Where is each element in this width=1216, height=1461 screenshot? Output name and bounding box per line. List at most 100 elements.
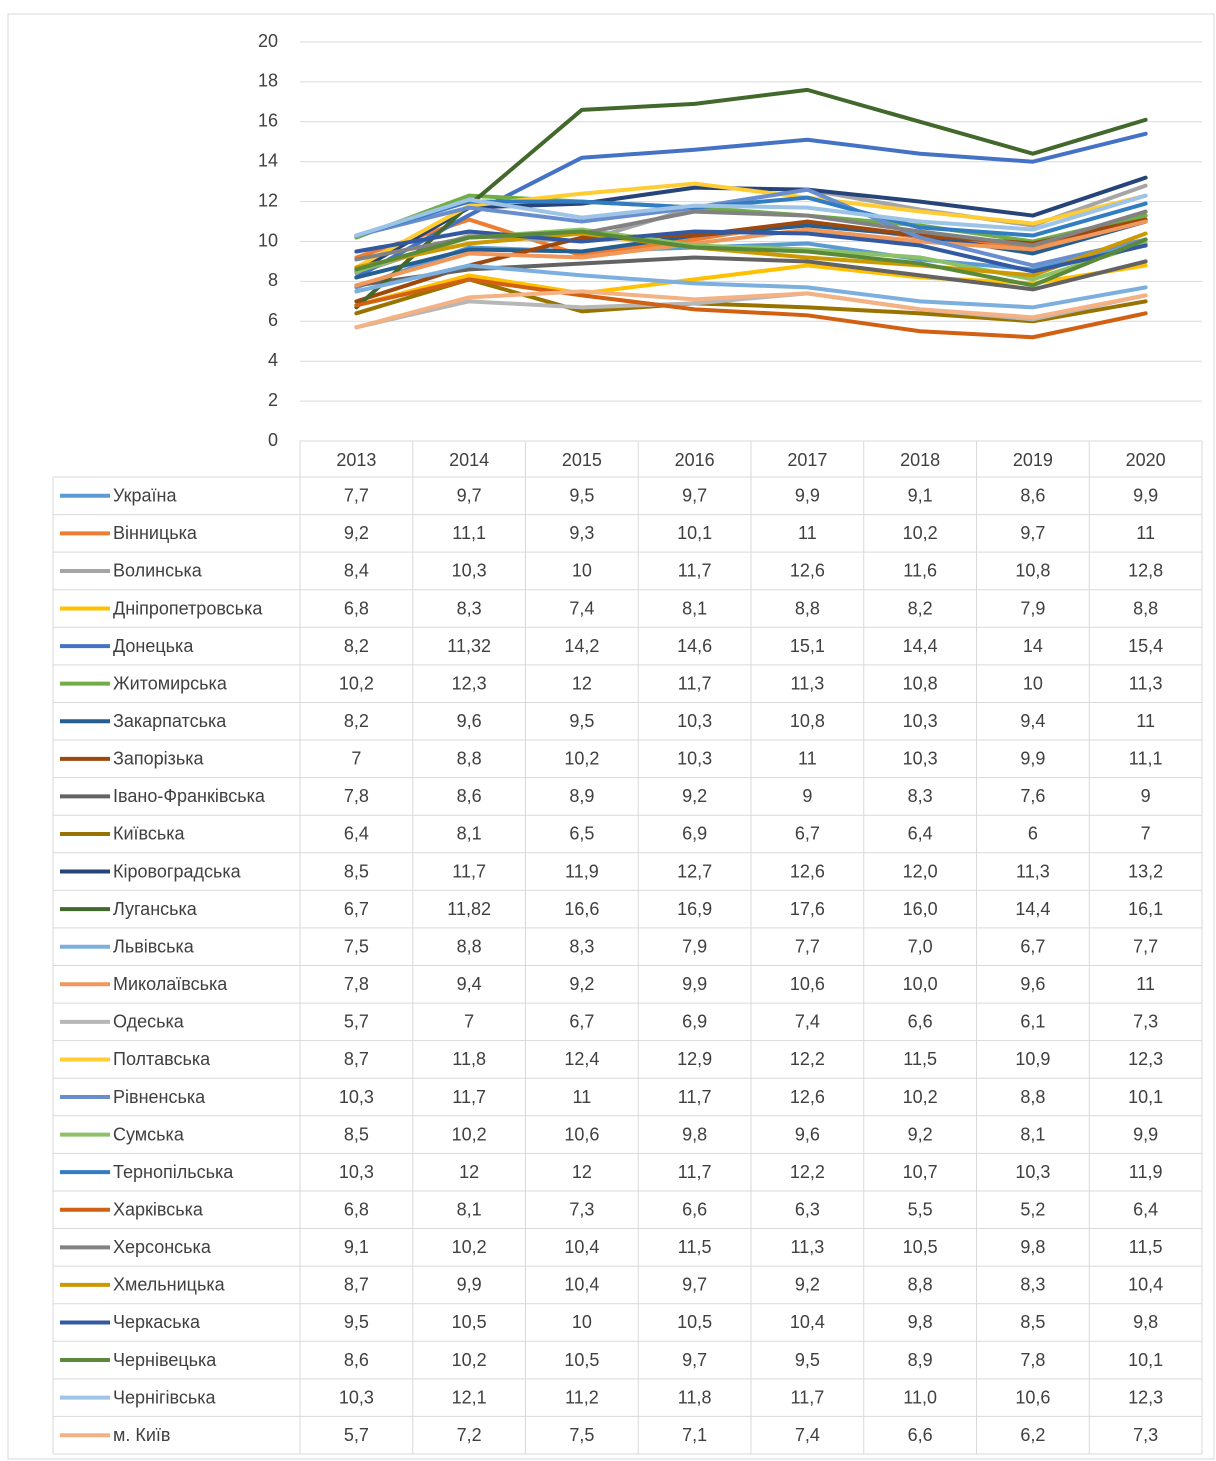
table-cell: 10,3 <box>903 711 938 731</box>
table-cell: 16,6 <box>564 899 599 919</box>
table-cell: 5,2 <box>1020 1200 1045 1220</box>
table-cell: 8,3 <box>569 936 594 956</box>
table-cell: 10,0 <box>903 974 938 994</box>
table-cell: 10,4 <box>564 1237 599 1257</box>
table-cell: 9,7 <box>1020 523 1045 543</box>
table-cell: 7,0 <box>908 936 933 956</box>
table-cell: 12,2 <box>790 1049 825 1069</box>
table-cell: 12 <box>572 673 592 693</box>
table-cell: 9,2 <box>682 786 707 806</box>
table-cell: 7,1 <box>682 1425 707 1445</box>
series-line <box>354 277 1148 324</box>
table-cell: 10,4 <box>1128 1275 1163 1295</box>
table-cell: 10,5 <box>452 1312 487 1332</box>
table-cell: 9,5 <box>795 1350 820 1370</box>
table-cell: 11,7 <box>678 561 712 581</box>
table-cell: 7,4 <box>569 598 594 618</box>
table-cell: 14,2 <box>564 636 599 656</box>
table-cell: 8,1 <box>457 824 482 844</box>
table-cell: 7,4 <box>795 1012 820 1032</box>
legend-label: Кіровоградська <box>113 861 242 881</box>
table-cell: 8,6 <box>457 786 482 806</box>
series-line <box>354 231 1148 278</box>
table-cell: 9,7 <box>457 486 482 506</box>
table-cell: 10,3 <box>339 1387 374 1407</box>
table-cell: 9,8 <box>908 1312 933 1332</box>
table-cell: 10,1 <box>1128 1087 1163 1107</box>
table-cell: 10,2 <box>903 523 938 543</box>
table-cell: 10,1 <box>677 523 712 543</box>
table-cell: 9,5 <box>569 711 594 731</box>
table-cell: 8,5 <box>344 861 369 881</box>
table-cell: 8,8 <box>795 598 820 618</box>
table-cell: 10,5 <box>903 1237 938 1257</box>
table-cell: 12,6 <box>790 861 825 881</box>
legend-label: Закарпатська <box>113 711 227 731</box>
table-cell: 12,9 <box>677 1049 712 1069</box>
table-cell: 12,8 <box>1128 561 1163 581</box>
table-cell: 10,2 <box>903 1087 938 1107</box>
table-cell: 15,4 <box>1128 636 1163 656</box>
table-cell: 12 <box>459 1162 479 1182</box>
table-cell: 10,3 <box>339 1087 374 1107</box>
table-cell: 9,7 <box>682 1350 707 1370</box>
table-cell: 10,1 <box>1128 1350 1163 1370</box>
table-cell: 11,2 <box>565 1387 599 1407</box>
table-cell: 12,6 <box>790 561 825 581</box>
table-cell: 7,3 <box>1133 1425 1158 1445</box>
table-cell: 11,82 <box>447 899 491 919</box>
table-cell: 11,3 <box>1129 673 1163 693</box>
table-cell: 12,6 <box>790 1087 825 1107</box>
table-cell: 9,7 <box>682 486 707 506</box>
table-cell: 11,7 <box>678 1162 712 1182</box>
table-cell: 12 <box>572 1162 592 1182</box>
table-cell: 8,1 <box>682 598 707 618</box>
table-cell: 7 <box>1141 824 1151 844</box>
table-cell: 9,9 <box>795 486 820 506</box>
y-tick-label: 20 <box>258 31 278 51</box>
table-cell: 11,7 <box>678 1087 712 1107</box>
table-cell: 10,9 <box>1015 1049 1050 1069</box>
table-cell: 11,7 <box>791 1387 825 1407</box>
table-cell: 10,3 <box>903 749 938 769</box>
table-cell: 9,9 <box>1020 749 1045 769</box>
table-cell: 9,4 <box>457 974 482 994</box>
table-cell: 11,5 <box>678 1237 712 1257</box>
table-cell: 9,7 <box>682 1275 707 1295</box>
legend-label: Івано-Франківська <box>113 786 266 806</box>
table-cell: 5,7 <box>344 1012 369 1032</box>
table-cell: 6,4 <box>344 824 369 844</box>
series-line <box>354 87 1148 310</box>
table-cell: 11 <box>1136 711 1155 731</box>
table-cell: 9,1 <box>908 486 933 506</box>
x-tick-label: 2020 <box>1126 450 1166 470</box>
series-line <box>354 277 1148 340</box>
table-cell: 8,3 <box>908 786 933 806</box>
table-cell: 7,8 <box>1020 1350 1045 1370</box>
legend-label: Дніпропетровська <box>113 598 263 618</box>
table-cell: 8,5 <box>1020 1312 1045 1332</box>
legend-label: Львівська <box>113 936 195 956</box>
table-cell: 9 <box>1141 786 1151 806</box>
table-cell: 9,9 <box>457 1275 482 1295</box>
table-cell: 14,4 <box>1015 899 1050 919</box>
table-cell: 6,6 <box>908 1425 933 1445</box>
x-tick-label: 2015 <box>562 450 602 470</box>
legend-label: Київська <box>113 824 186 844</box>
table-cell: 6,3 <box>795 1200 820 1220</box>
table-cell: 12,3 <box>1128 1387 1163 1407</box>
table-cell: 8,8 <box>457 749 482 769</box>
table-cell: 8,4 <box>344 561 369 581</box>
table-cell: 11 <box>798 523 817 543</box>
legend-label: Черкаська <box>113 1312 201 1332</box>
y-tick-label: 2 <box>268 390 278 410</box>
table-cell: 10,2 <box>452 1124 487 1144</box>
table-cell: 8,6 <box>1020 486 1045 506</box>
table-cell: 11,32 <box>447 636 491 656</box>
table-cell: 15,1 <box>790 636 825 656</box>
legend-label: Хмельницька <box>113 1275 226 1295</box>
table-cell: 6,7 <box>795 824 820 844</box>
table-cell: 8,7 <box>344 1049 369 1069</box>
series-line <box>354 229 1148 274</box>
table-cell: 10,3 <box>1015 1162 1050 1182</box>
